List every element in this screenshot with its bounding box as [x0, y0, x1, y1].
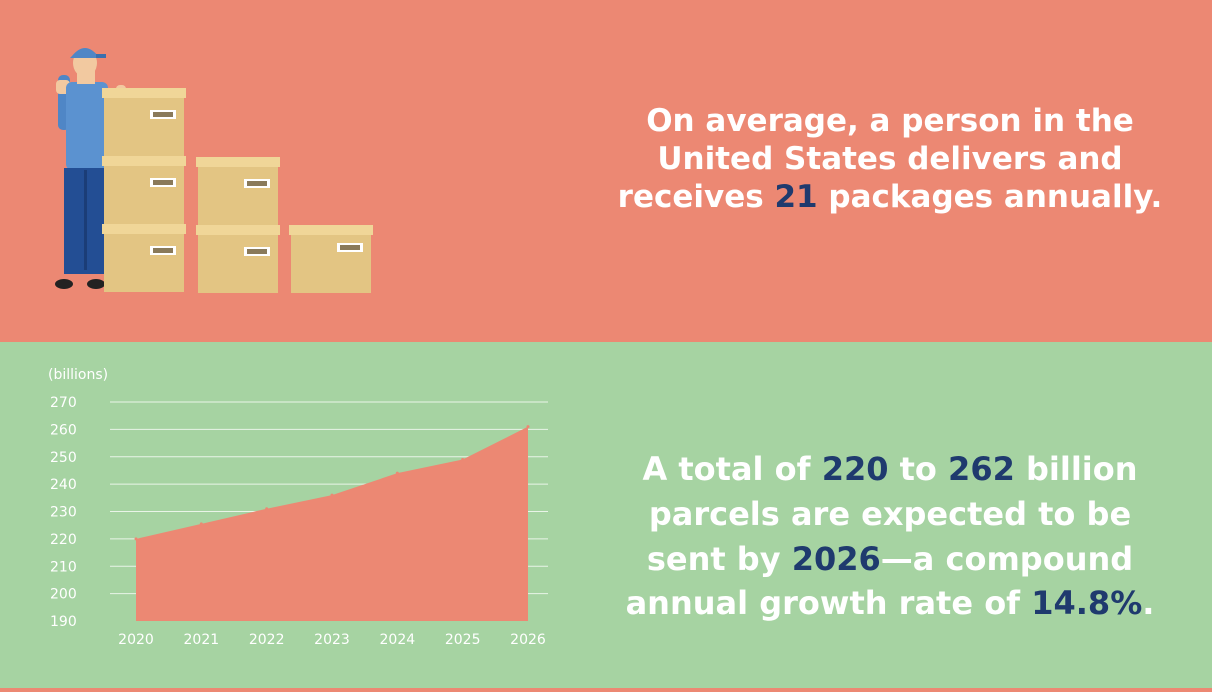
y-tick-label-230: 230	[50, 505, 77, 521]
y-tick-label-190: 190	[50, 614, 77, 630]
y-tick-label-250: 250	[50, 450, 77, 466]
y-tick-label-270: 270	[50, 395, 77, 411]
forecast-highlight-3: 262	[948, 450, 1015, 488]
data-point-2020	[134, 537, 138, 541]
y-axis-label: (billions)	[48, 367, 108, 383]
x-tick-label-2020: 2020	[118, 632, 154, 648]
y-tick-label-240: 240	[50, 477, 77, 493]
y-tick-label-200: 200	[50, 587, 77, 603]
forecast-highlight-5: 2026	[791, 539, 881, 578]
forecast-text-0: A total of	[642, 450, 822, 488]
data-point-2026	[526, 425, 530, 429]
package-boxes-icon	[102, 88, 373, 293]
forecast-highlight-1: 220	[821, 450, 889, 488]
forecast-highlight-7: 14.8%	[1031, 584, 1143, 623]
packages-count-highlight: 21	[774, 178, 818, 215]
packages-statement-text-before: On average, a person in the United State…	[617, 103, 1134, 215]
x-tick-label-2024: 2024	[380, 632, 416, 648]
delivery-worker-icon	[55, 48, 126, 289]
y-tick-label-220: 220	[50, 532, 77, 548]
top-panel: On average, a person in the United State…	[0, 0, 1212, 342]
forecast-text-8: .	[1142, 584, 1155, 623]
x-tick-label-2022: 2022	[249, 632, 285, 648]
packages-statement: On average, a person in the United State…	[600, 103, 1180, 216]
forecast-text-4: billion parcels are expected to be sent …	[646, 450, 1138, 578]
bottom-edge-stripe	[0, 688, 1212, 692]
data-point-2024	[395, 471, 399, 475]
data-point-2022	[265, 507, 269, 511]
y-tick-label-210: 210	[50, 559, 77, 575]
data-point-2021	[199, 522, 203, 526]
x-tick-label-2023: 2023	[314, 632, 350, 648]
x-tick-label-2025: 2025	[445, 632, 481, 648]
parcel-forecast-statement: A total of 220 to 262 billion parcels ar…	[620, 447, 1160, 626]
packages-statement-text-after: packages annually.	[817, 178, 1163, 215]
y-tick-label-260: 260	[50, 422, 77, 438]
forecast-text-2: to	[888, 450, 949, 488]
delivery-worker-illustration	[55, 48, 373, 293]
parcel-volume-area-chart: (billions) 270 260 250 240 230 220 210 200 190 202…	[48, 367, 548, 648]
data-point-2025	[461, 457, 465, 461]
area-series	[136, 426, 528, 621]
data-point-2023	[330, 493, 334, 497]
x-tick-label-2021: 2021	[184, 632, 220, 648]
forecast-text-6: —a compound annual growth rate of	[625, 539, 1134, 623]
bottom-panel	[0, 342, 1212, 692]
x-tick-label-2026: 2026	[510, 632, 546, 648]
